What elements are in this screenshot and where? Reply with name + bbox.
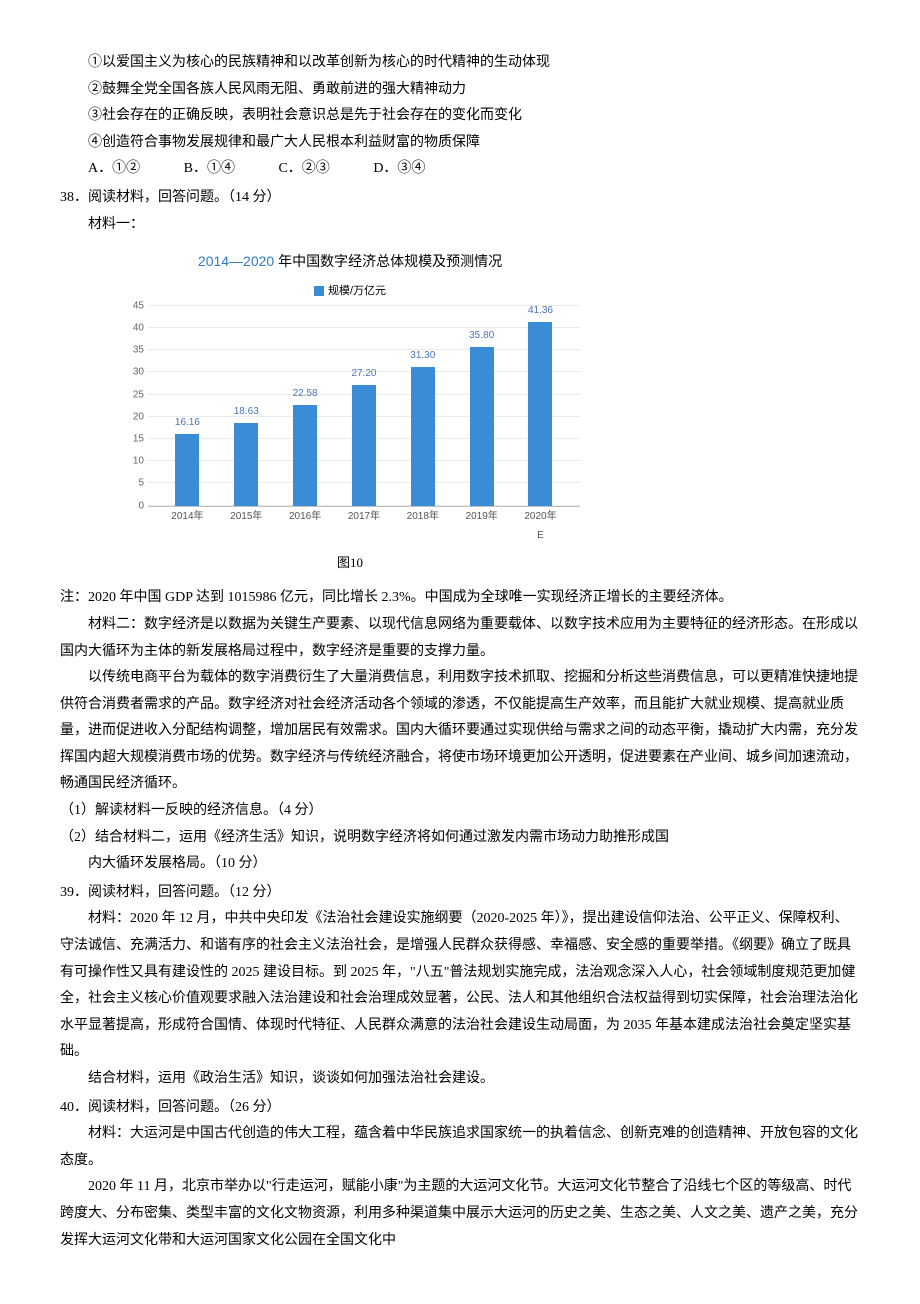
- q40-head: 40．阅读材料，回答问题。（26 分）: [60, 1095, 860, 1122]
- q38-sub1: （1）解读材料一反映的经济信息。（4 分）: [60, 798, 860, 825]
- chart-legend: 规模/万亿元: [120, 281, 580, 302]
- q39-body: 材料：2020 年 12 月，中共中央印发《法治社会建设实施纲要（2020-20…: [60, 906, 860, 1066]
- bar-0: 16.16: [168, 413, 206, 506]
- digital-economy-chart: 2014—2020 年中国数字经济总体规模及预测情况 规模/万亿元 051015…: [120, 248, 580, 575]
- q39-head: 39．阅读材料，回答问题。（12 分）: [60, 880, 860, 907]
- q38-material2-a: 材料二：数字经济是以数据为关键生产要素、以现代信息网络为重要载体、以数字技术应用…: [60, 612, 860, 665]
- bar-2: 22.58: [286, 384, 324, 505]
- q38-head: 38．阅读材料，回答问题。（14 分）: [60, 185, 860, 212]
- y-axis: 051015202530354045: [120, 306, 146, 506]
- q39-task: 结合材料，运用《政治生活》知识，谈谈如何加强法治社会建设。: [60, 1066, 860, 1093]
- bar-5: 35.80: [463, 326, 501, 506]
- statement-4: ④创造符合事物发展规律和最广大人民根本利益财富的物质保障: [88, 130, 860, 157]
- statement-1: ①以爱国主义为核心的民族精神和以改革创新为核心的时代精神的生动体现: [88, 50, 860, 77]
- option-c[interactable]: C．②③: [278, 156, 329, 183]
- statement-3: ③社会存在的正确反映，表明社会意识总是先于社会存在的变化而变化: [88, 103, 860, 130]
- q38-material1-label: 材料一：: [60, 212, 860, 239]
- option-b[interactable]: B．①④: [184, 156, 235, 183]
- answer-options: A．①② B．①④ C．②③ D．③④: [60, 156, 860, 183]
- bar-6: 41.36: [521, 301, 559, 506]
- chart-area: 051015202530354045 16.1618.6322.5827.203…: [148, 306, 580, 507]
- q40-p2: 2020 年 11 月，北京市举办以"行走运河，赋能小康"为主题的大运河文化节。…: [60, 1174, 860, 1254]
- q38-sub2a: （2）结合材料二，运用《经济生活》知识，说明数字经济将如何通过激发内需市场动力助…: [60, 825, 860, 852]
- statement-2: ②鼓舞全党全国各族人民风雨无阻、勇敢前进的强大精神动力: [88, 77, 860, 104]
- q38-sub2b: 内大循环发展格局。（10 分）: [60, 851, 860, 878]
- q38-material2-b: 以传统电商平台为载体的数字消费衍生了大量消费信息，利用数字技术抓取、挖掘和分析这…: [60, 665, 860, 798]
- legend-swatch: [314, 286, 324, 296]
- q38-note: 注：2020 年中国 GDP 达到 1015986 亿元，同比增长 2.3%。中…: [60, 585, 860, 612]
- chart-title: 2014—2020 年中国数字经济总体规模及预测情况: [120, 248, 580, 275]
- x-axis: 2014年2015年2016年2017年2018年2019年2020年E: [148, 507, 580, 545]
- bar-1: 18.63: [227, 402, 265, 506]
- option-d[interactable]: D．③④: [373, 156, 425, 183]
- bar-4: 31.30: [404, 346, 442, 506]
- q40-p1: 材料：大运河是中国古代创造的伟大工程，蕴含着中华民族追求国家统一的执着信念、创新…: [60, 1121, 860, 1174]
- chart-caption: 图10: [120, 551, 580, 576]
- option-a[interactable]: A．①②: [88, 156, 140, 183]
- bar-3: 27.20: [345, 364, 383, 506]
